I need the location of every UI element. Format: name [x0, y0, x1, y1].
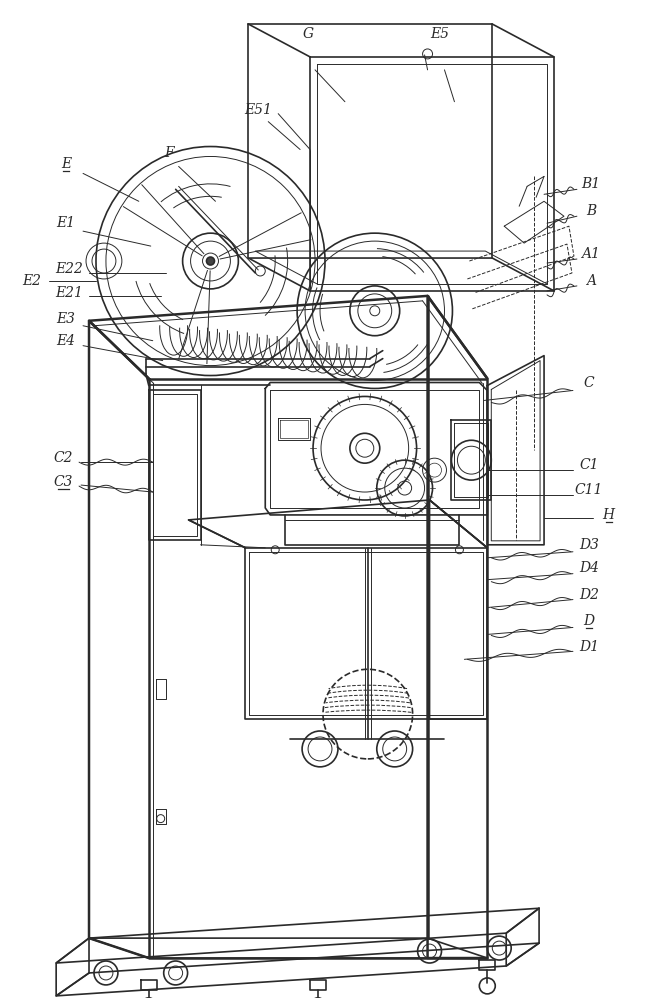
Text: H: H	[603, 508, 615, 522]
Text: C3: C3	[53, 475, 73, 489]
Text: F: F	[164, 146, 173, 160]
Text: C11: C11	[574, 483, 603, 497]
Text: E3: E3	[56, 312, 76, 326]
Text: E1: E1	[56, 216, 76, 230]
Text: B: B	[586, 204, 596, 218]
Text: D3: D3	[579, 538, 599, 552]
Text: A: A	[586, 274, 596, 288]
Text: D4: D4	[579, 561, 599, 575]
Text: C2: C2	[53, 451, 73, 465]
Text: E51: E51	[244, 103, 272, 117]
Text: E2: E2	[22, 274, 41, 288]
Text: E: E	[61, 157, 71, 171]
Text: C1: C1	[579, 458, 598, 472]
Text: G: G	[302, 27, 313, 41]
Text: C: C	[583, 376, 594, 390]
Text: A1: A1	[582, 247, 600, 261]
Text: E4: E4	[56, 334, 76, 348]
Text: D1: D1	[579, 640, 599, 654]
Text: B1: B1	[582, 177, 600, 191]
Text: D: D	[583, 614, 594, 628]
Text: E21: E21	[55, 286, 83, 300]
Text: E22: E22	[55, 262, 83, 276]
Text: E5: E5	[430, 27, 449, 41]
Circle shape	[206, 257, 214, 265]
Text: D2: D2	[579, 588, 599, 602]
